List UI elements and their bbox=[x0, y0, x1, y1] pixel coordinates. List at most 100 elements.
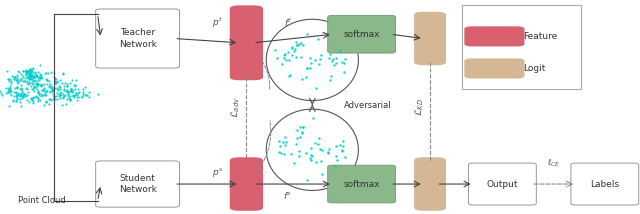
Point bbox=[41, 93, 51, 97]
Point bbox=[74, 91, 84, 94]
Point bbox=[58, 97, 68, 100]
Point bbox=[327, 59, 337, 63]
Point bbox=[284, 74, 294, 78]
Point bbox=[4, 89, 14, 92]
Point bbox=[33, 83, 44, 86]
Point bbox=[45, 89, 56, 92]
Point bbox=[28, 66, 38, 69]
Point bbox=[28, 72, 38, 75]
Point bbox=[28, 74, 38, 77]
Point bbox=[283, 50, 293, 53]
Point bbox=[25, 77, 35, 81]
Point bbox=[40, 92, 50, 95]
Point bbox=[0, 90, 5, 93]
Point bbox=[19, 92, 29, 96]
Point bbox=[49, 76, 60, 80]
Point bbox=[68, 89, 78, 93]
Point bbox=[13, 81, 23, 84]
Point bbox=[42, 100, 52, 103]
Point bbox=[274, 150, 284, 153]
Point bbox=[42, 71, 52, 74]
Point bbox=[28, 76, 38, 79]
Point bbox=[15, 72, 26, 76]
Ellipse shape bbox=[266, 19, 358, 101]
Point bbox=[52, 97, 62, 100]
Point bbox=[3, 77, 13, 80]
Point bbox=[66, 89, 76, 93]
Point bbox=[287, 45, 297, 49]
Point bbox=[269, 49, 280, 52]
Point bbox=[275, 144, 285, 148]
Point bbox=[302, 32, 312, 35]
Point bbox=[52, 92, 63, 95]
Point bbox=[67, 91, 77, 94]
FancyBboxPatch shape bbox=[230, 157, 263, 211]
Point bbox=[28, 82, 38, 86]
Point bbox=[39, 103, 49, 107]
Point bbox=[84, 95, 94, 99]
Point bbox=[35, 77, 45, 80]
Point bbox=[26, 77, 36, 80]
Point bbox=[316, 160, 326, 163]
Point bbox=[46, 98, 56, 102]
Point bbox=[22, 70, 32, 73]
Point bbox=[285, 73, 296, 77]
Point bbox=[27, 98, 37, 101]
Point bbox=[3, 90, 13, 94]
Point bbox=[315, 57, 325, 61]
Point bbox=[25, 69, 35, 73]
Point bbox=[325, 53, 335, 56]
Point bbox=[20, 70, 31, 73]
Point bbox=[0, 90, 3, 93]
Point bbox=[49, 95, 60, 98]
Point bbox=[339, 61, 349, 65]
Point bbox=[25, 67, 35, 71]
Point bbox=[42, 89, 52, 93]
Point bbox=[291, 142, 301, 145]
Point bbox=[60, 94, 70, 97]
Point bbox=[55, 93, 65, 97]
Point bbox=[11, 79, 21, 82]
FancyBboxPatch shape bbox=[328, 15, 396, 53]
Point bbox=[25, 81, 35, 84]
Point bbox=[0, 91, 6, 94]
Point bbox=[70, 85, 80, 88]
Text: Teacher
Network: Teacher Network bbox=[118, 28, 157, 49]
Point bbox=[31, 73, 41, 76]
Point bbox=[36, 75, 46, 79]
Point bbox=[316, 53, 326, 56]
Point bbox=[30, 85, 40, 89]
Point bbox=[310, 58, 320, 62]
Point bbox=[311, 86, 321, 89]
Text: $p^s$: $p^s$ bbox=[212, 166, 223, 179]
Point bbox=[301, 152, 311, 155]
Point bbox=[12, 78, 22, 81]
Point bbox=[50, 81, 60, 85]
Point bbox=[28, 88, 38, 91]
Point bbox=[280, 143, 290, 147]
Point bbox=[12, 97, 22, 101]
Point bbox=[34, 78, 44, 81]
Point bbox=[51, 81, 61, 85]
Point bbox=[61, 97, 72, 100]
Point bbox=[42, 78, 52, 82]
Point bbox=[66, 88, 76, 92]
FancyBboxPatch shape bbox=[571, 163, 639, 205]
Point bbox=[292, 128, 302, 132]
Point bbox=[52, 87, 62, 90]
Point bbox=[13, 91, 23, 95]
FancyBboxPatch shape bbox=[328, 165, 396, 203]
Point bbox=[37, 88, 47, 92]
Text: $f^s$: $f^s$ bbox=[284, 190, 292, 201]
Point bbox=[305, 66, 315, 69]
Point bbox=[10, 86, 20, 90]
Point bbox=[11, 94, 21, 97]
Point bbox=[294, 42, 304, 45]
Point bbox=[24, 72, 35, 76]
Point bbox=[38, 93, 48, 97]
Point bbox=[37, 88, 47, 91]
Point bbox=[56, 93, 66, 97]
Point bbox=[63, 93, 73, 96]
Point bbox=[23, 76, 33, 80]
Point bbox=[49, 81, 60, 85]
